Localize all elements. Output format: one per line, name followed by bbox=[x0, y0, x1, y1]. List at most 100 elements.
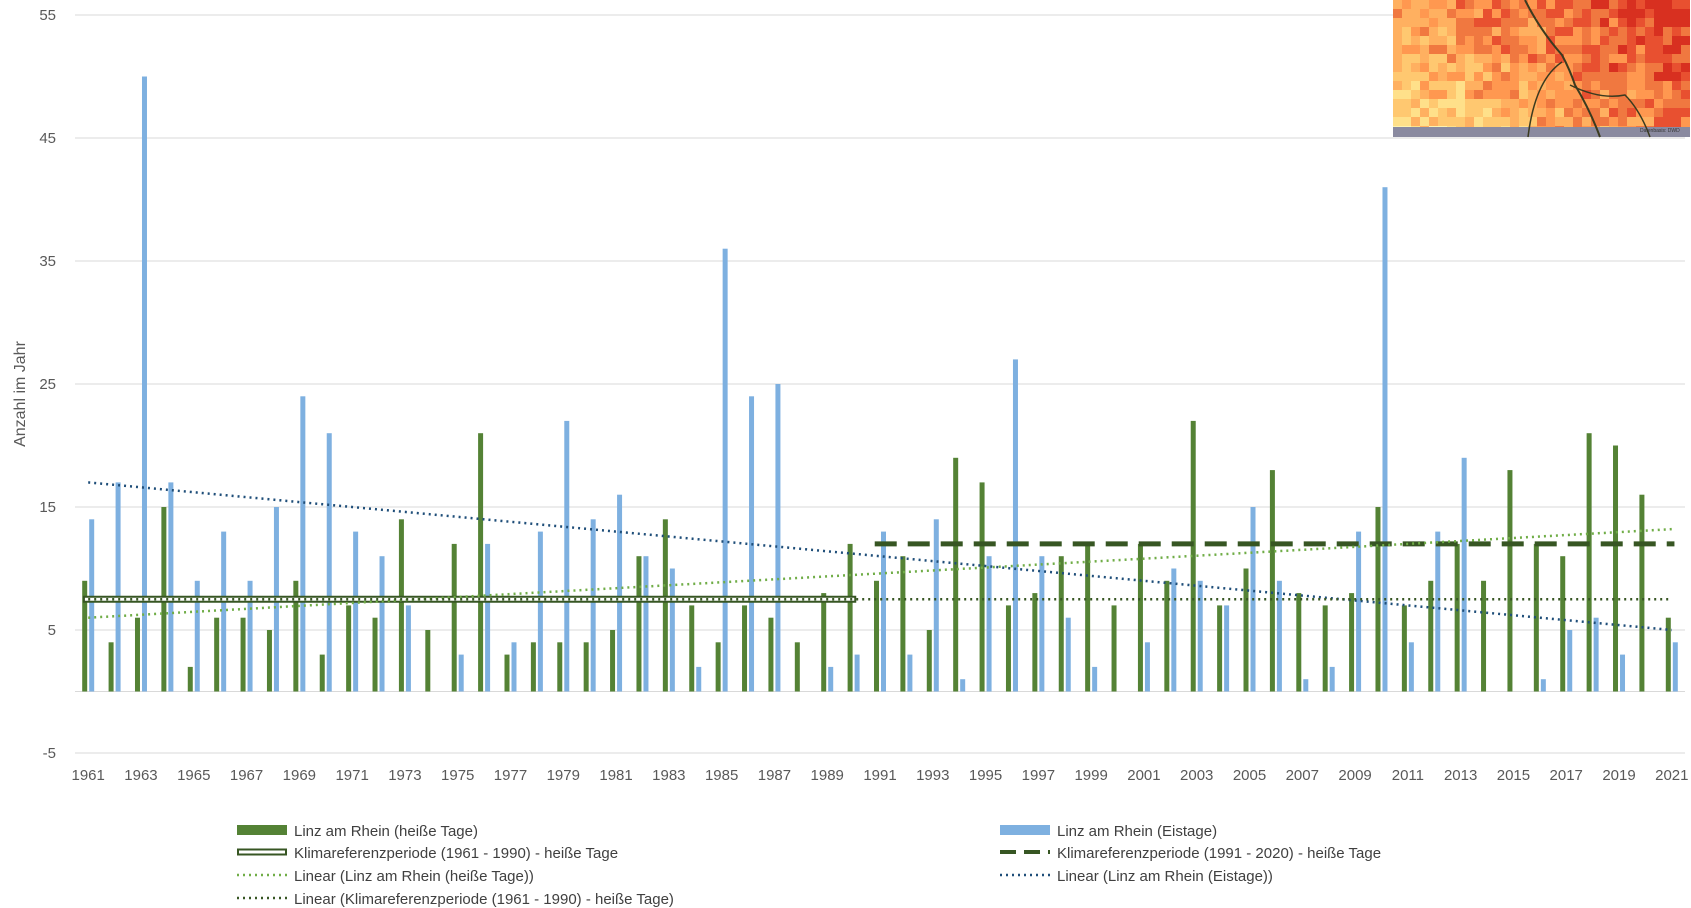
bar-ice-2009 bbox=[1356, 531, 1362, 692]
map-cell bbox=[1501, 72, 1510, 81]
map-cell bbox=[1429, 18, 1438, 27]
map-cell bbox=[1645, 63, 1654, 72]
x-tick-label: 1987 bbox=[758, 767, 791, 784]
map-cell bbox=[1672, 108, 1681, 117]
map-cell bbox=[1438, 54, 1447, 63]
inset-map: Datenbasis: DWD bbox=[1393, 0, 1690, 138]
bar-hot-2019 bbox=[1613, 445, 1619, 692]
bar-ice-1984 bbox=[696, 666, 702, 692]
map-cell bbox=[1573, 99, 1582, 108]
map-cell bbox=[1573, 27, 1582, 36]
bar-hot-1983 bbox=[662, 519, 668, 692]
bar-ice-1998 bbox=[1065, 617, 1071, 692]
bar-ice-2021 bbox=[1672, 642, 1678, 692]
bar-hot-1968 bbox=[266, 630, 272, 692]
map-cell bbox=[1591, 99, 1600, 108]
bar-ice-2012 bbox=[1435, 531, 1441, 692]
map-cell bbox=[1681, 36, 1690, 45]
map-cell bbox=[1438, 72, 1447, 81]
map-cell bbox=[1483, 36, 1492, 45]
map-cell bbox=[1627, 108, 1636, 117]
map-cell bbox=[1564, 27, 1573, 36]
map-cell bbox=[1672, 18, 1681, 27]
x-tick-label: 1971 bbox=[335, 767, 368, 784]
map-cell bbox=[1447, 27, 1456, 36]
bar-hot-2004 bbox=[1217, 605, 1223, 692]
map-cell bbox=[1636, 72, 1645, 81]
map-cell bbox=[1546, 9, 1555, 18]
map-cell bbox=[1564, 108, 1573, 117]
map-cell bbox=[1501, 18, 1510, 27]
map-cell bbox=[1393, 54, 1402, 63]
map-cell bbox=[1582, 27, 1591, 36]
map-cell bbox=[1447, 63, 1456, 72]
map-cell bbox=[1546, 18, 1555, 27]
map-cell bbox=[1465, 72, 1474, 81]
map-cell bbox=[1528, 27, 1537, 36]
map-cell bbox=[1420, 36, 1429, 45]
map-cell bbox=[1654, 9, 1663, 18]
map-cell bbox=[1618, 90, 1627, 99]
bar-hot-1973 bbox=[398, 519, 404, 692]
map-cell bbox=[1600, 27, 1609, 36]
map-cell bbox=[1447, 99, 1456, 108]
series-hot-days bbox=[82, 420, 1671, 692]
bar-hot-1975 bbox=[451, 543, 457, 692]
map-cell bbox=[1483, 108, 1492, 117]
map-cell bbox=[1411, 81, 1420, 90]
bar-hot-2005 bbox=[1243, 568, 1249, 692]
bar-ice-1983 bbox=[669, 568, 675, 692]
series-ice-days bbox=[89, 76, 1678, 692]
map-cell bbox=[1600, 9, 1609, 18]
map-cell bbox=[1501, 99, 1510, 108]
map-cell bbox=[1555, 54, 1564, 63]
map-cell bbox=[1474, 27, 1483, 36]
map-cell bbox=[1654, 117, 1663, 126]
map-cell bbox=[1483, 0, 1492, 9]
legend-label-linear-ref: Linear (Klimareferenzperiode (1961 - 199… bbox=[294, 891, 674, 908]
map-cell bbox=[1573, 45, 1582, 54]
map-cell bbox=[1456, 99, 1465, 108]
map-cell bbox=[1465, 18, 1474, 27]
map-cell bbox=[1438, 27, 1447, 36]
map-cell bbox=[1456, 117, 1465, 126]
map-cell bbox=[1510, 81, 1519, 90]
trend-line-hot-days bbox=[88, 527, 1672, 619]
map-cell bbox=[1483, 90, 1492, 99]
map-cell bbox=[1528, 18, 1537, 27]
bar-hot-1982 bbox=[636, 556, 642, 692]
map-cell bbox=[1456, 72, 1465, 81]
map-cell bbox=[1420, 54, 1429, 63]
map-cell bbox=[1492, 81, 1501, 90]
map-cell bbox=[1672, 81, 1681, 90]
map-cell bbox=[1519, 99, 1528, 108]
map-cell bbox=[1501, 108, 1510, 117]
map-cell bbox=[1393, 27, 1402, 36]
x-tick-label: 1963 bbox=[124, 767, 157, 784]
map-cell bbox=[1420, 108, 1429, 117]
map-cell bbox=[1519, 108, 1528, 117]
map-cell bbox=[1555, 45, 1564, 54]
map-cell bbox=[1429, 81, 1438, 90]
bar-hot-1985 bbox=[715, 642, 721, 692]
map-cell bbox=[1402, 9, 1411, 18]
map-cell bbox=[1600, 72, 1609, 81]
map-cell bbox=[1402, 0, 1411, 9]
map-cell bbox=[1474, 9, 1483, 18]
map-cell bbox=[1591, 72, 1600, 81]
map-cell bbox=[1600, 90, 1609, 99]
map-cell bbox=[1465, 117, 1474, 126]
map-cell bbox=[1600, 99, 1609, 108]
map-cell bbox=[1627, 45, 1636, 54]
x-axis-ticks: 1961 1963 1965 1967 1969 1971 1973 1975 1977 1979… bbox=[72, 767, 1689, 784]
map-cell bbox=[1546, 108, 1555, 117]
map-cell bbox=[1420, 27, 1429, 36]
x-tick-label: 1999 bbox=[1074, 767, 1107, 784]
x-tick-label: 2013 bbox=[1444, 767, 1477, 784]
map-cell bbox=[1555, 0, 1564, 9]
map-cell bbox=[1636, 63, 1645, 72]
map-cell bbox=[1672, 9, 1681, 18]
map-cell bbox=[1537, 9, 1546, 18]
map-cell bbox=[1456, 18, 1465, 27]
